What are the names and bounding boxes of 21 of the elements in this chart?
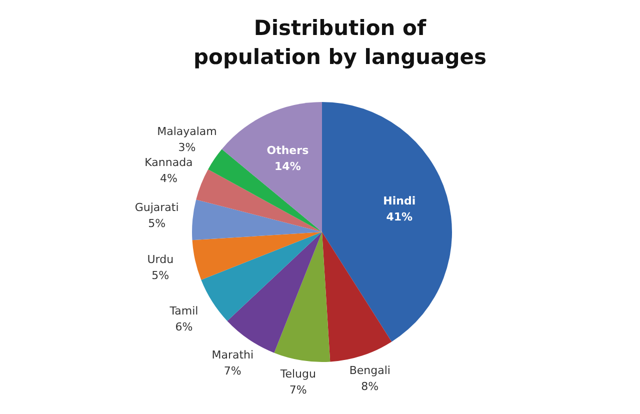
data-label: 3% xyxy=(178,141,196,154)
slice-label: Malayalam xyxy=(157,125,217,138)
chart-title: Distribution of population by languages xyxy=(192,15,488,71)
slice-label: Bengali xyxy=(349,364,390,378)
data-label: 8% xyxy=(361,380,379,394)
data-label: 7% xyxy=(224,364,242,378)
data-label: 7% xyxy=(289,383,307,396)
slice-label: Hindi xyxy=(383,194,416,208)
slice-label: Others xyxy=(266,144,310,157)
data-label: 5% xyxy=(152,268,170,282)
slice-label: Urdu xyxy=(147,252,174,266)
slice-label: Marathi xyxy=(212,348,254,362)
data-label: 5% xyxy=(148,217,166,230)
slice-label: Telugu xyxy=(279,367,316,380)
data-label: 6% xyxy=(175,320,193,334)
data-label: 41% xyxy=(386,210,413,224)
data-label: 4% xyxy=(160,172,178,186)
slice-label: Tamil xyxy=(168,304,198,318)
slice-label: Kannada xyxy=(144,156,193,170)
slice-label: Gujarati xyxy=(134,201,179,214)
data-label: 14% xyxy=(274,160,301,173)
